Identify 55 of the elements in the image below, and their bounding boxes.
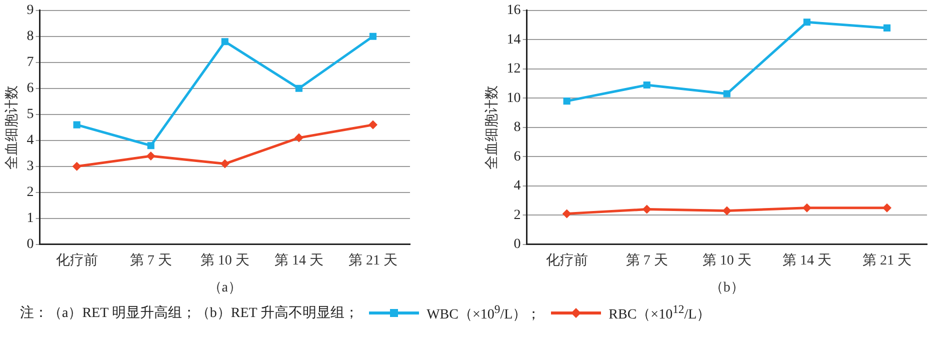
x-axis-title: （a） — [208, 280, 242, 296]
x-axis-title: （b） — [709, 280, 744, 296]
x-tick-label: 第 14 天 — [274, 252, 324, 268]
x-tick-label: 化疗前 — [546, 252, 588, 268]
y-tick-label: 14 — [506, 32, 521, 48]
point — [147, 142, 154, 150]
y-tick-label: 8 — [26, 29, 34, 44]
y-axis-title: 全血细胞计数 — [484, 85, 500, 170]
point — [883, 24, 891, 32]
y-tick-label: 2 — [514, 208, 521, 223]
legend-label: WBC（×10$^{9}$/L）； — [426, 303, 541, 324]
y-tick-label: 8 — [514, 120, 521, 136]
point — [802, 203, 812, 212]
y-tick-label: 10 — [506, 90, 521, 106]
y-tick-label: 3 — [26, 159, 34, 174]
y-tick-label: 0 — [514, 237, 521, 252]
y-tick-label: 6 — [514, 149, 521, 164]
y-tick-label: 7 — [26, 55, 34, 70]
x-tick-label: 第 10 天 — [702, 252, 752, 268]
point — [563, 98, 570, 105]
y-axis-title: 全血细胞计数 — [4, 85, 20, 170]
x-tick-label: 第 10 天 — [200, 252, 250, 268]
y-tick-label: 6 — [26, 81, 34, 96]
text: 注：（a）RET 明显升高组；（b）RET 升高不明显组； — [20, 304, 359, 322]
point — [369, 32, 377, 40]
y-tick-label: 4 — [514, 178, 521, 194]
point — [723, 90, 730, 98]
point — [73, 121, 80, 128]
x-tick-label: 第 14 天 — [782, 252, 832, 268]
x-tick-label: 第 21 天 — [862, 252, 912, 268]
point — [803, 18, 810, 26]
x-tick-label: 化疗前 — [56, 252, 98, 268]
point — [294, 133, 304, 142]
point — [146, 152, 156, 160]
x-tick-label: 第 7 天 — [626, 252, 668, 268]
point — [368, 120, 378, 130]
y-tick-label: 4 — [26, 133, 34, 148]
point — [643, 81, 650, 89]
y-tick-label: 16 — [506, 3, 521, 18]
point — [722, 206, 732, 216]
y-tick-label: 1 — [26, 211, 34, 226]
y-tick-label: 5 — [26, 107, 34, 122]
y-tick-label: 12 — [506, 62, 521, 77]
y-tick-label: 9 — [26, 3, 34, 18]
x-tick-label: 第 7 天 — [130, 252, 172, 268]
point — [642, 204, 652, 214]
x-tick-label: 第 21 天 — [348, 252, 398, 268]
y-tick-label: 2 — [26, 185, 34, 200]
y-tick-label: 0 — [26, 237, 34, 252]
point — [295, 84, 302, 92]
point — [72, 162, 82, 171]
point — [562, 209, 572, 218]
point — [220, 159, 230, 168]
legend-label: RBC（×10$^{12}$/L） — [608, 303, 711, 324]
point — [221, 38, 228, 46]
